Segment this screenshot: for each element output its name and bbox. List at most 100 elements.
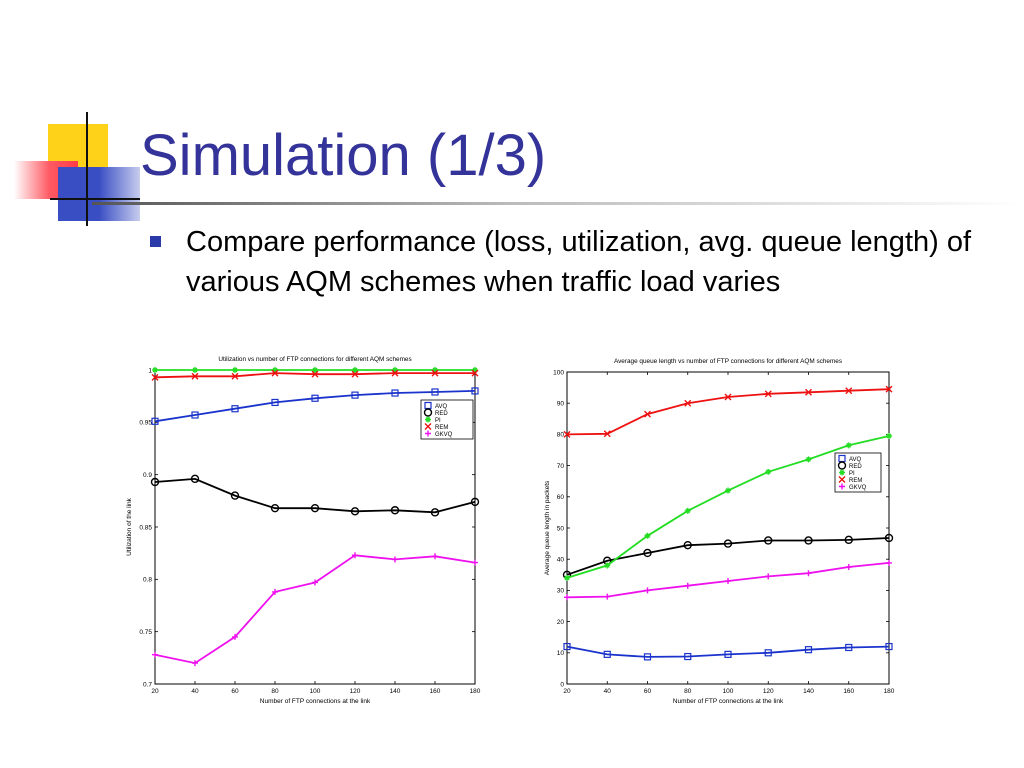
- data-point: [192, 660, 198, 667]
- y-tick-label: 0: [560, 681, 564, 688]
- data-point: [644, 587, 651, 594]
- utilization-chart: Utilization vs number of FTP connections…: [126, 356, 481, 705]
- data-point: [311, 370, 319, 378]
- data-point: [472, 367, 478, 373]
- data-point: [391, 389, 399, 397]
- legend-item: GKVQ: [839, 483, 867, 491]
- data-point: [432, 553, 438, 560]
- data-point: [390, 506, 400, 515]
- data-point: [885, 642, 893, 651]
- decor-horizontal-line: [50, 198, 140, 200]
- data-point: [764, 536, 773, 545]
- data-point: [431, 388, 439, 396]
- data-point: [765, 468, 772, 475]
- data-point: [392, 556, 398, 563]
- y-tick-label: 80: [557, 432, 565, 439]
- data-point: [886, 432, 892, 439]
- x-tick-label: 60: [231, 688, 239, 695]
- decor-vertical-line: [86, 112, 88, 226]
- y-tick-label: 30: [557, 588, 565, 595]
- data-point: [683, 540, 692, 550]
- y-axis-label: Average queue length in packets: [544, 480, 551, 575]
- data-point: [230, 491, 240, 500]
- slide-title: Simulation (1/3): [140, 123, 547, 188]
- x-tick-label: 180: [470, 688, 481, 695]
- y-axis-label: Utilization of the link: [126, 497, 133, 556]
- legend-label: AVQ: [849, 457, 862, 463]
- chart-title: Average queue length vs number of FTP co…: [614, 358, 842, 365]
- data-point: [192, 367, 198, 373]
- legend-marker: [839, 483, 845, 490]
- data-point: [351, 391, 359, 399]
- data-point: [764, 649, 772, 657]
- data-point: [765, 573, 772, 580]
- x-tick-label: 100: [310, 688, 321, 695]
- data-point: [563, 430, 571, 438]
- y-tick-label: 20: [557, 619, 565, 626]
- y-tick-label: 0.75: [139, 629, 152, 636]
- data-point: [151, 417, 159, 425]
- y-tick-label: 40: [557, 557, 565, 564]
- data-point: [152, 651, 158, 658]
- data-point: [644, 410, 651, 418]
- x-tick-label: 120: [350, 688, 361, 695]
- series-line: [154, 477, 476, 514]
- data-point: [885, 385, 893, 393]
- y-tick-label: 0.7: [143, 681, 152, 688]
- data-point: [644, 532, 651, 539]
- y-tick-label: 0.9: [143, 472, 152, 479]
- x-tick-label: 160: [843, 688, 854, 695]
- y-tick-label: 1: [148, 367, 152, 374]
- legend-label: REM: [849, 478, 862, 484]
- x-tick-label: 40: [604, 688, 612, 695]
- data-point: [430, 508, 440, 517]
- x-tick-label: 120: [763, 688, 774, 695]
- data-point: [352, 367, 358, 373]
- chart-title: Utilization vs number of FTP connections…: [218, 356, 411, 363]
- data-point: [312, 367, 318, 373]
- y-tick-label: 0.8: [143, 577, 152, 584]
- data-point: [432, 367, 438, 373]
- data-point: [392, 367, 398, 373]
- data-point: [191, 372, 199, 380]
- decor-blue-square: [58, 167, 140, 221]
- data-point: [805, 570, 812, 577]
- plot-area: [566, 371, 890, 685]
- legend-label: AVQ: [435, 404, 448, 410]
- data-point: [151, 373, 159, 381]
- legend-item: REM: [838, 476, 862, 484]
- data-point: [564, 574, 570, 581]
- data-point: [232, 633, 238, 640]
- series-line: [566, 537, 890, 576]
- data-point: [150, 477, 160, 487]
- data-point: [603, 650, 611, 658]
- x-tick-label: 140: [390, 688, 401, 695]
- legend-marker: [838, 476, 846, 483]
- data-point: [643, 653, 652, 661]
- legend-marker: [837, 461, 847, 470]
- legend-label: PI: [435, 418, 441, 424]
- data-point: [604, 562, 611, 569]
- data-point: [604, 593, 611, 600]
- legend-item: PI: [425, 416, 441, 424]
- data-point: [684, 399, 692, 407]
- data-point: [886, 559, 892, 566]
- data-point: [471, 387, 479, 395]
- x-tick-label: 60: [644, 688, 652, 695]
- x-tick-label: 80: [684, 688, 692, 695]
- data-point: [232, 367, 238, 373]
- x-tick-label: 100: [723, 688, 734, 695]
- data-point: [643, 548, 652, 558]
- data-point: [563, 642, 571, 651]
- legend-marker: [425, 430, 431, 437]
- legend-label: RED: [849, 464, 862, 470]
- legend-item: RED: [837, 461, 862, 470]
- data-point: [391, 369, 399, 377]
- data-point: [231, 405, 239, 413]
- legend-label: REM: [435, 425, 448, 431]
- x-tick-label: 20: [563, 688, 571, 695]
- data-point: [431, 369, 439, 377]
- x-tick-label: 140: [803, 688, 814, 695]
